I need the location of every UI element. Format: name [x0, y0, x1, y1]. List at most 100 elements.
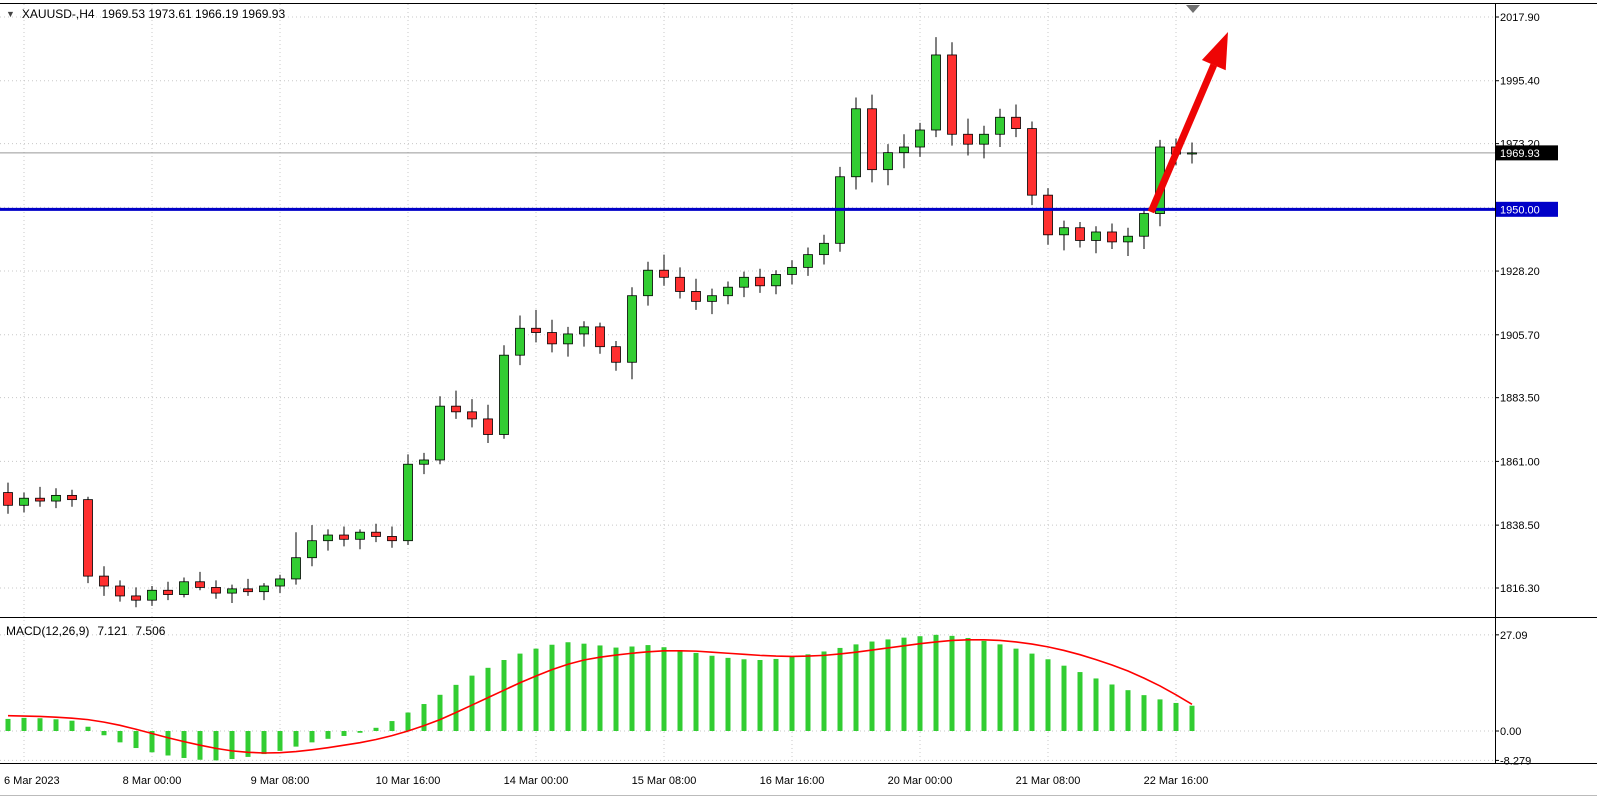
macd-histogram-bar [693, 652, 699, 731]
time-axis-label: 16 Mar 16:00 [760, 775, 825, 787]
macd-axis-label: 27.09 [1500, 630, 1528, 642]
candle-body [1043, 194, 1053, 236]
macd-histogram-bar [645, 645, 651, 731]
candle-body [1059, 227, 1069, 236]
candle-body [595, 326, 605, 348]
macd-histogram-bar [613, 647, 619, 731]
candle-body [355, 531, 365, 540]
macd-histogram-bar [133, 731, 139, 749]
candle-body [387, 536, 397, 542]
candle-body [227, 588, 237, 594]
macd-histogram-bar [773, 658, 779, 731]
macd-histogram-bar [117, 731, 123, 743]
candle-body [915, 129, 925, 148]
macd-histogram-bar [309, 731, 315, 743]
macd-histogram-bar [821, 651, 827, 731]
support-price-tag-label: 1950.00 [1500, 204, 1540, 216]
candle-body [675, 276, 685, 292]
macd-histogram-bar [453, 684, 459, 731]
candle-body [995, 116, 1005, 135]
macd-histogram-bar [805, 654, 811, 731]
candle-body [771, 274, 781, 287]
macd-histogram-bar [21, 717, 27, 731]
price-axis[interactable]: 2017.901995.401973.201928.201905.701883.… [1495, 12, 1558, 767]
price-axis-label: 1861.00 [1500, 456, 1540, 468]
candle-body [611, 346, 621, 363]
candle-body [899, 146, 909, 154]
macd-histogram-bar [725, 657, 731, 731]
candle-body [643, 269, 653, 297]
drawing-objects-layer[interactable] [0, 5, 1495, 214]
candle-body [787, 266, 797, 275]
candle-body [851, 108, 861, 178]
macd-histogram-bar [85, 726, 91, 731]
candle-body [243, 588, 253, 593]
candle-body [755, 276, 765, 287]
candle-body [163, 589, 173, 595]
macd-histogram-bar [1109, 684, 1115, 731]
candle-body [931, 54, 941, 131]
time-axis[interactable]: 6 Mar 2023 8 Mar 00:00 9 Mar 08:00 10 Mar 1… [4, 775, 1208, 787]
candle-body [515, 327, 525, 356]
macd-histogram-bar [501, 660, 507, 731]
candle-body [67, 494, 77, 501]
candles-layer [3, 37, 1197, 608]
candle-body [211, 587, 221, 594]
candle-body [1075, 227, 1085, 241]
macd-histogram-bar [5, 718, 11, 731]
candle-body [531, 327, 541, 333]
macd-histogram-bar [789, 656, 795, 731]
candle-body [963, 133, 973, 145]
candle-body [35, 497, 45, 502]
macd-histogram-bar [549, 644, 555, 731]
trend-arrow-head [1201, 32, 1228, 71]
candle-body [371, 531, 381, 537]
macd-histogram-bar [469, 675, 475, 731]
macd-histogram-bar [517, 653, 523, 731]
macd-histogram-bar [981, 640, 987, 731]
macd-histogram-bar [325, 731, 331, 739]
time-axis-label: 8 Mar 00:00 [123, 775, 182, 787]
candle-body [547, 332, 557, 345]
candle-body [707, 295, 717, 302]
candle-body [867, 108, 877, 171]
trend-arrow-shaft [1147, 63, 1218, 214]
candle-body [339, 534, 349, 540]
candle-body [1123, 235, 1133, 243]
panel-frame-layer [0, 3, 1597, 796]
candle-body [307, 540, 317, 559]
candle-body [627, 295, 637, 363]
candle-body [1107, 231, 1117, 243]
candle-body [131, 595, 141, 601]
candle-body [1187, 152, 1197, 155]
time-axis-label: 10 Mar 16:00 [376, 775, 441, 787]
symbol-period-label: XAUUSD-,H4 [21, 7, 95, 21]
candle-body [467, 411, 477, 420]
candle-body [979, 133, 989, 145]
price-axis-label: 1816.30 [1500, 583, 1540, 595]
macd-histogram-bar [53, 719, 59, 731]
macd-name-label: MACD(12,26,9) [6, 624, 90, 638]
candle-body [803, 254, 813, 268]
candle-body [83, 499, 93, 577]
macd-histogram-bar [1157, 699, 1163, 731]
window-menu-icon[interactable]: ▼ [6, 8, 15, 19]
current-price-tag [1496, 145, 1558, 161]
macd-histogram-bar [1013, 648, 1019, 731]
candle-body [739, 276, 749, 288]
candle-body [659, 269, 669, 278]
time-axis-label: 20 Mar 00:00 [888, 775, 953, 787]
candle-body [195, 581, 205, 588]
macd-signal-line [7, 638, 1193, 754]
macd-histogram-bar [533, 648, 539, 731]
time-axis-label: 22 Mar 16:00 [1144, 775, 1209, 787]
candle-body [51, 494, 61, 502]
macd-histogram-bar [1125, 690, 1131, 731]
time-axis-label: 9 Mar 08:00 [251, 775, 310, 787]
macd-histogram-bar [1061, 665, 1067, 731]
macd-histogram-bar [341, 731, 347, 736]
macd-histogram-bar [1077, 672, 1083, 731]
candle-body [1139, 213, 1149, 237]
macd-histogram-bar [949, 635, 955, 731]
